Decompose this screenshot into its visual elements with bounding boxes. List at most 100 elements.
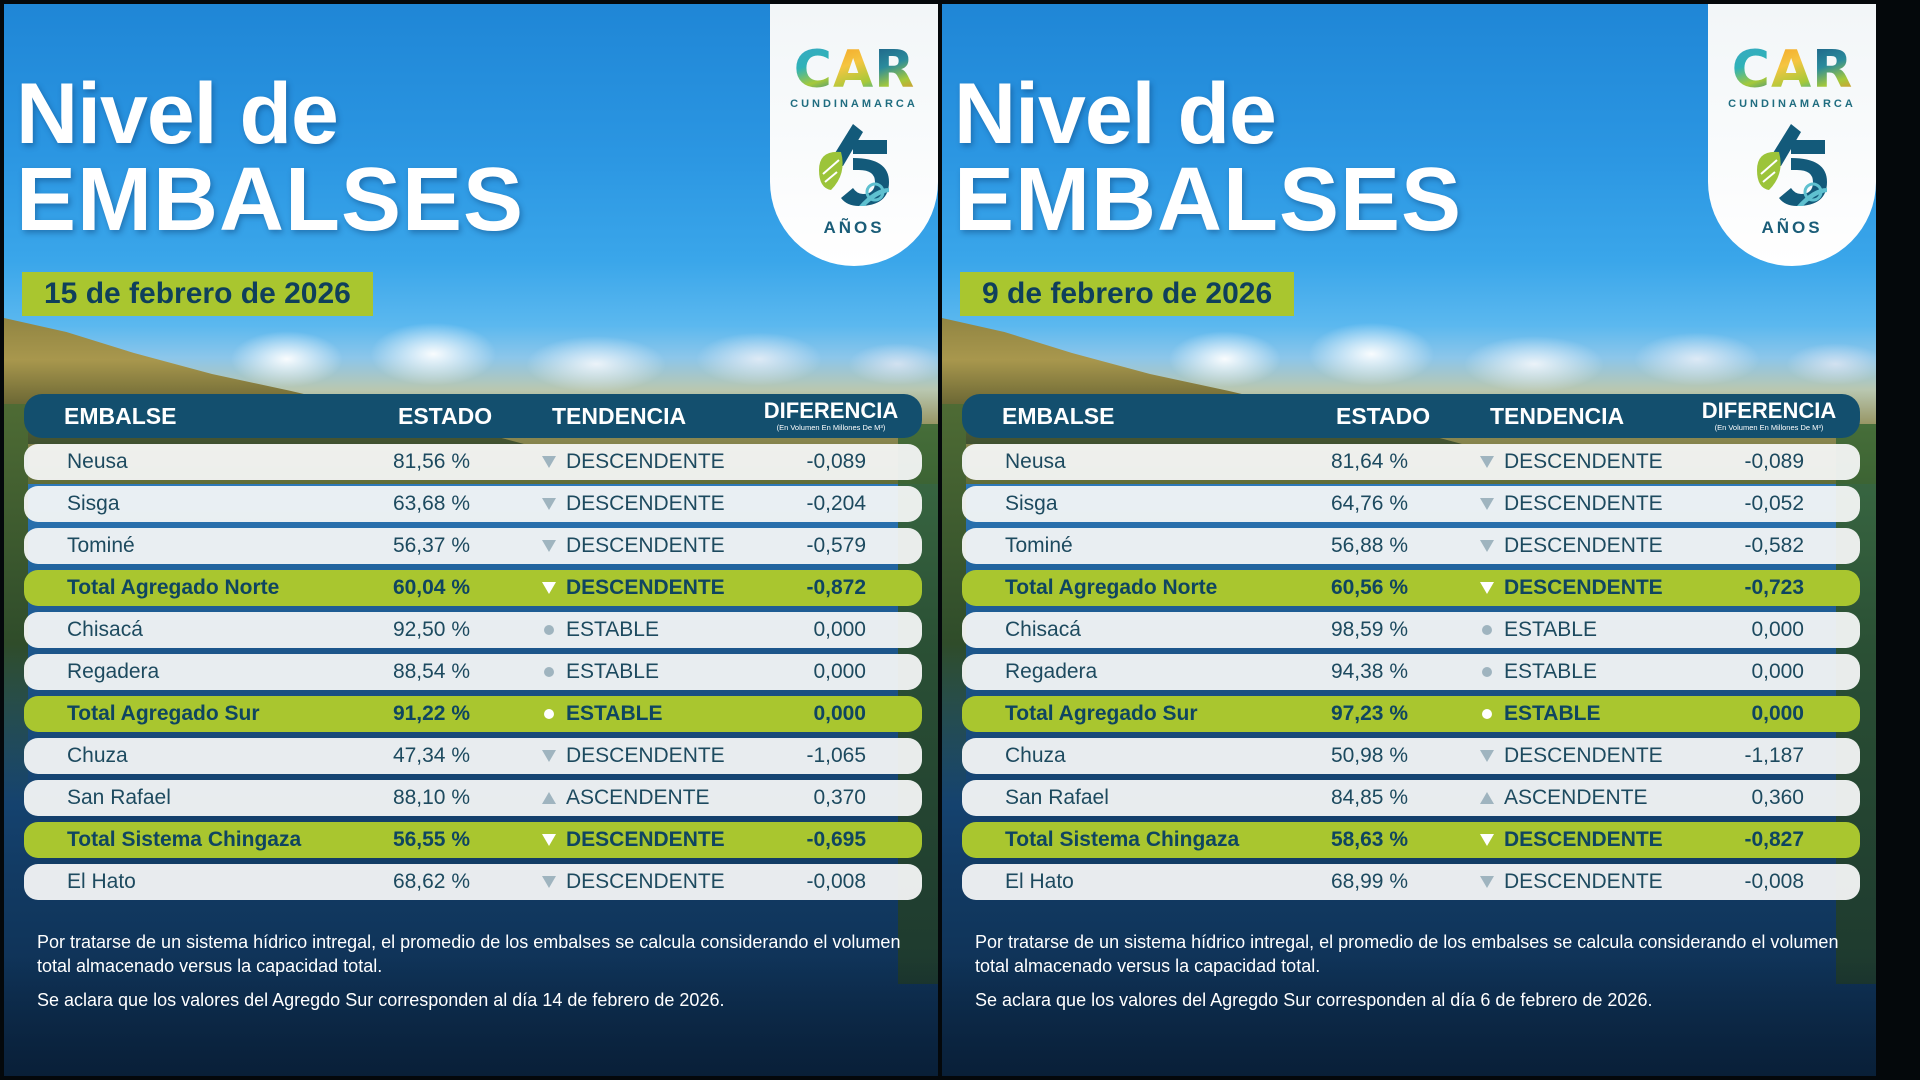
reservoir-tendencia-label: ESTABLE bbox=[566, 618, 659, 641]
table-row: San Rafael 88,10 % ASCENDENTE 0,370 bbox=[24, 780, 922, 816]
reservoir-tendencia: DESCENDENTE bbox=[522, 828, 725, 852]
reservoir-estado: 94,38 % bbox=[1330, 660, 1408, 683]
reservoir-tendencia: ESTABLE bbox=[522, 618, 720, 642]
triangle-down-icon bbox=[542, 750, 556, 762]
table-row: Tominé 56,37 % DESCENDENTE -0,579 bbox=[24, 528, 922, 564]
table-row-total: Total Agregado Norte 60,04 % DESCENDENTE… bbox=[24, 570, 922, 606]
reservoir-tendencia: ESTABLE bbox=[1460, 702, 1658, 726]
triangle-down-icon bbox=[542, 834, 556, 846]
table-row: San Rafael 84,85 % ASCENDENTE 0,360 bbox=[962, 780, 1860, 816]
reservoir-estado: 60,56 % bbox=[1330, 576, 1408, 599]
table-body: Neusa 81,56 % DESCENDENTE -0,089 Sisga 6… bbox=[24, 444, 922, 900]
table-row: Regadera 88,54 % ESTABLE 0,000 bbox=[24, 654, 922, 690]
table-row-total: Total Agregado Sur 97,23 % ESTABLE 0,000 bbox=[962, 696, 1860, 732]
triangle-down-icon bbox=[1480, 582, 1494, 594]
car-logo-letter-r: R bbox=[1812, 40, 1853, 100]
reservoir-name: El Hato bbox=[1005, 870, 1074, 893]
anniversary-65-icon bbox=[813, 122, 895, 208]
triangle-down-icon bbox=[1480, 750, 1494, 762]
reservoir-diferencia: -0,579 bbox=[806, 534, 866, 557]
reservoir-estado: 50,98 % bbox=[1330, 744, 1408, 767]
car-logo-letter-c: C bbox=[1731, 40, 1770, 100]
reservoir-tendencia-label: DESCENDENTE bbox=[1504, 450, 1663, 473]
clouds-backdrop bbox=[124, 304, 938, 404]
column-header-estado: ESTADO bbox=[1336, 402, 1431, 429]
reservoir-name: San Rafael bbox=[1005, 786, 1109, 809]
triangle-down-icon bbox=[1480, 498, 1494, 510]
column-header-embalse: EMBALSE bbox=[64, 402, 177, 429]
reservoir-name: San Rafael bbox=[67, 786, 171, 809]
reservoir-diferencia: -0,089 bbox=[1744, 450, 1804, 473]
title-line-1: Nivel de bbox=[16, 66, 339, 162]
reservoir-name: Chisacá bbox=[67, 618, 143, 641]
table-row: El Hato 68,99 % DESCENDENTE -0,008 bbox=[962, 864, 1860, 900]
column-header-diferencia-label: DIFERENCIA bbox=[1701, 398, 1837, 424]
anniversary-65-icon bbox=[1751, 122, 1833, 208]
reservoir-estado: 84,85 % bbox=[1330, 786, 1408, 809]
reservoir-tendencia: DESCENDENTE bbox=[1460, 534, 1663, 558]
reservoir-tendencia-label: DESCENDENTE bbox=[566, 828, 725, 851]
reservoir-table: EMBALSE ESTADO TENDENCIA DIFERENCIA (En … bbox=[24, 394, 922, 900]
reservoir-name: Total Agregado Norte bbox=[67, 576, 280, 599]
reservoir-diferencia: -1,065 bbox=[806, 744, 866, 767]
reservoir-name: Total Sistema Chingaza bbox=[67, 828, 302, 851]
reservoir-name: Total Agregado Norte bbox=[1005, 576, 1218, 599]
table-header: EMBALSE ESTADO TENDENCIA DIFERENCIA (En … bbox=[962, 394, 1860, 438]
reservoir-tendencia: ESTABLE bbox=[1460, 660, 1658, 684]
reservoir-name: Sisga bbox=[1005, 492, 1058, 515]
reservoir-tendencia-label: ASCENDENTE bbox=[1504, 786, 1648, 809]
reservoir-tendencia-label: DESCENDENTE bbox=[566, 744, 725, 767]
table-header: EMBALSE ESTADO TENDENCIA DIFERENCIA (En … bbox=[24, 394, 922, 438]
logo-region: CUNDINAMARCA bbox=[790, 98, 918, 110]
reservoir-tendencia: DESCENDENTE bbox=[1460, 744, 1663, 768]
reservoir-tendencia: DESCENDENTE bbox=[1460, 828, 1663, 852]
reservoir-diferencia: -0,723 bbox=[1744, 576, 1804, 599]
reservoir-name: Tominé bbox=[67, 534, 135, 557]
reservoir-tendencia: DESCENDENTE bbox=[1460, 450, 1663, 474]
reservoir-tendencia-label: ESTABLE bbox=[566, 660, 659, 683]
reservoir-diferencia: 0,000 bbox=[1751, 660, 1804, 683]
column-header-diferencia-unit: (En Volumen En Millones De M³) bbox=[776, 423, 886, 433]
reservoir-tendencia-label: DESCENDENTE bbox=[1504, 492, 1663, 515]
reservoir-estado: 58,63 % bbox=[1330, 828, 1408, 851]
triangle-up-icon bbox=[1480, 792, 1494, 804]
reservoir-name: Total Sistema Chingaza bbox=[1005, 828, 1240, 851]
reservoir-tendencia-label: DESCENDENTE bbox=[566, 870, 725, 893]
table-row: Chuza 50,98 % DESCENDENTE -1,187 bbox=[962, 738, 1860, 774]
reservoir-tendencia-label: ESTABLE bbox=[566, 702, 663, 725]
reservoir-estado: 68,99 % bbox=[1330, 870, 1408, 893]
reservoir-diferencia: -0,582 bbox=[1744, 534, 1804, 557]
triangle-down-icon bbox=[542, 498, 556, 510]
car-logo-letter-a: A bbox=[832, 40, 874, 100]
reservoir-tendencia-label: ESTABLE bbox=[1504, 618, 1597, 641]
reservoir-tendencia: DESCENDENTE bbox=[1460, 492, 1663, 516]
reservoir-tendencia: DESCENDENTE bbox=[522, 450, 725, 474]
dot-icon bbox=[1482, 709, 1492, 719]
reservoir-diferencia: -0,695 bbox=[806, 828, 866, 851]
table-row-total: Total Sistema Chingaza 58,63 % DESCENDEN… bbox=[962, 822, 1860, 858]
car-logo: C A R bbox=[794, 44, 914, 96]
reservoir-tendencia: DESCENDENTE bbox=[522, 744, 725, 768]
reservoir-diferencia: -0,827 bbox=[1744, 828, 1804, 851]
triangle-down-icon bbox=[542, 582, 556, 594]
car-logo-letter-r: R bbox=[874, 40, 915, 100]
reservoir-diferencia: -0,008 bbox=[806, 870, 866, 893]
reservoir-diferencia: -0,089 bbox=[806, 450, 866, 473]
column-header-diferencia-label: DIFERENCIA bbox=[763, 398, 899, 424]
reservoir-name: Chuza bbox=[67, 744, 128, 767]
title-line-2: EMBALSES bbox=[954, 150, 1463, 251]
reservoir-estado: 63,68 % bbox=[392, 492, 470, 515]
date-badge: 9 de febrero de 2026 bbox=[960, 272, 1295, 316]
reservoir-name: Neusa bbox=[1005, 450, 1066, 473]
reservoir-estado: 92,50 % bbox=[392, 618, 470, 641]
table-row: Neusa 81,64 % DESCENDENTE -0,089 bbox=[962, 444, 1860, 480]
table-row: Regadera 94,38 % ESTABLE 0,000 bbox=[962, 654, 1860, 690]
footnote-calculation: Por tratarse de un sistema hídrico intre… bbox=[975, 932, 1839, 976]
column-header-diferencia: DIFERENCIA (En Volumen En Millones De M³… bbox=[1658, 400, 1860, 432]
dot-icon bbox=[544, 709, 554, 719]
table-row: El Hato 68,62 % DESCENDENTE -0,008 bbox=[24, 864, 922, 900]
reservoir-tendencia: ASCENDENTE bbox=[522, 786, 720, 810]
title-line-2: EMBALSES bbox=[16, 150, 525, 251]
reservoir-name: Neusa bbox=[67, 450, 128, 473]
